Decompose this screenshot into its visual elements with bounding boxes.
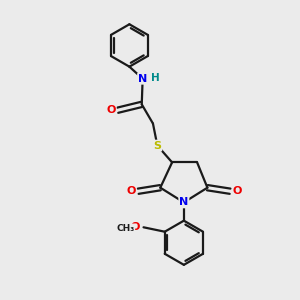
- Text: O: O: [233, 186, 242, 196]
- Text: O: O: [126, 186, 136, 196]
- Text: O: O: [106, 105, 116, 115]
- Text: S: S: [153, 141, 161, 151]
- Text: H: H: [151, 73, 159, 83]
- Text: O: O: [130, 222, 140, 232]
- Text: CH₃: CH₃: [116, 224, 134, 233]
- Text: N: N: [179, 197, 188, 207]
- Text: N: N: [138, 74, 147, 84]
